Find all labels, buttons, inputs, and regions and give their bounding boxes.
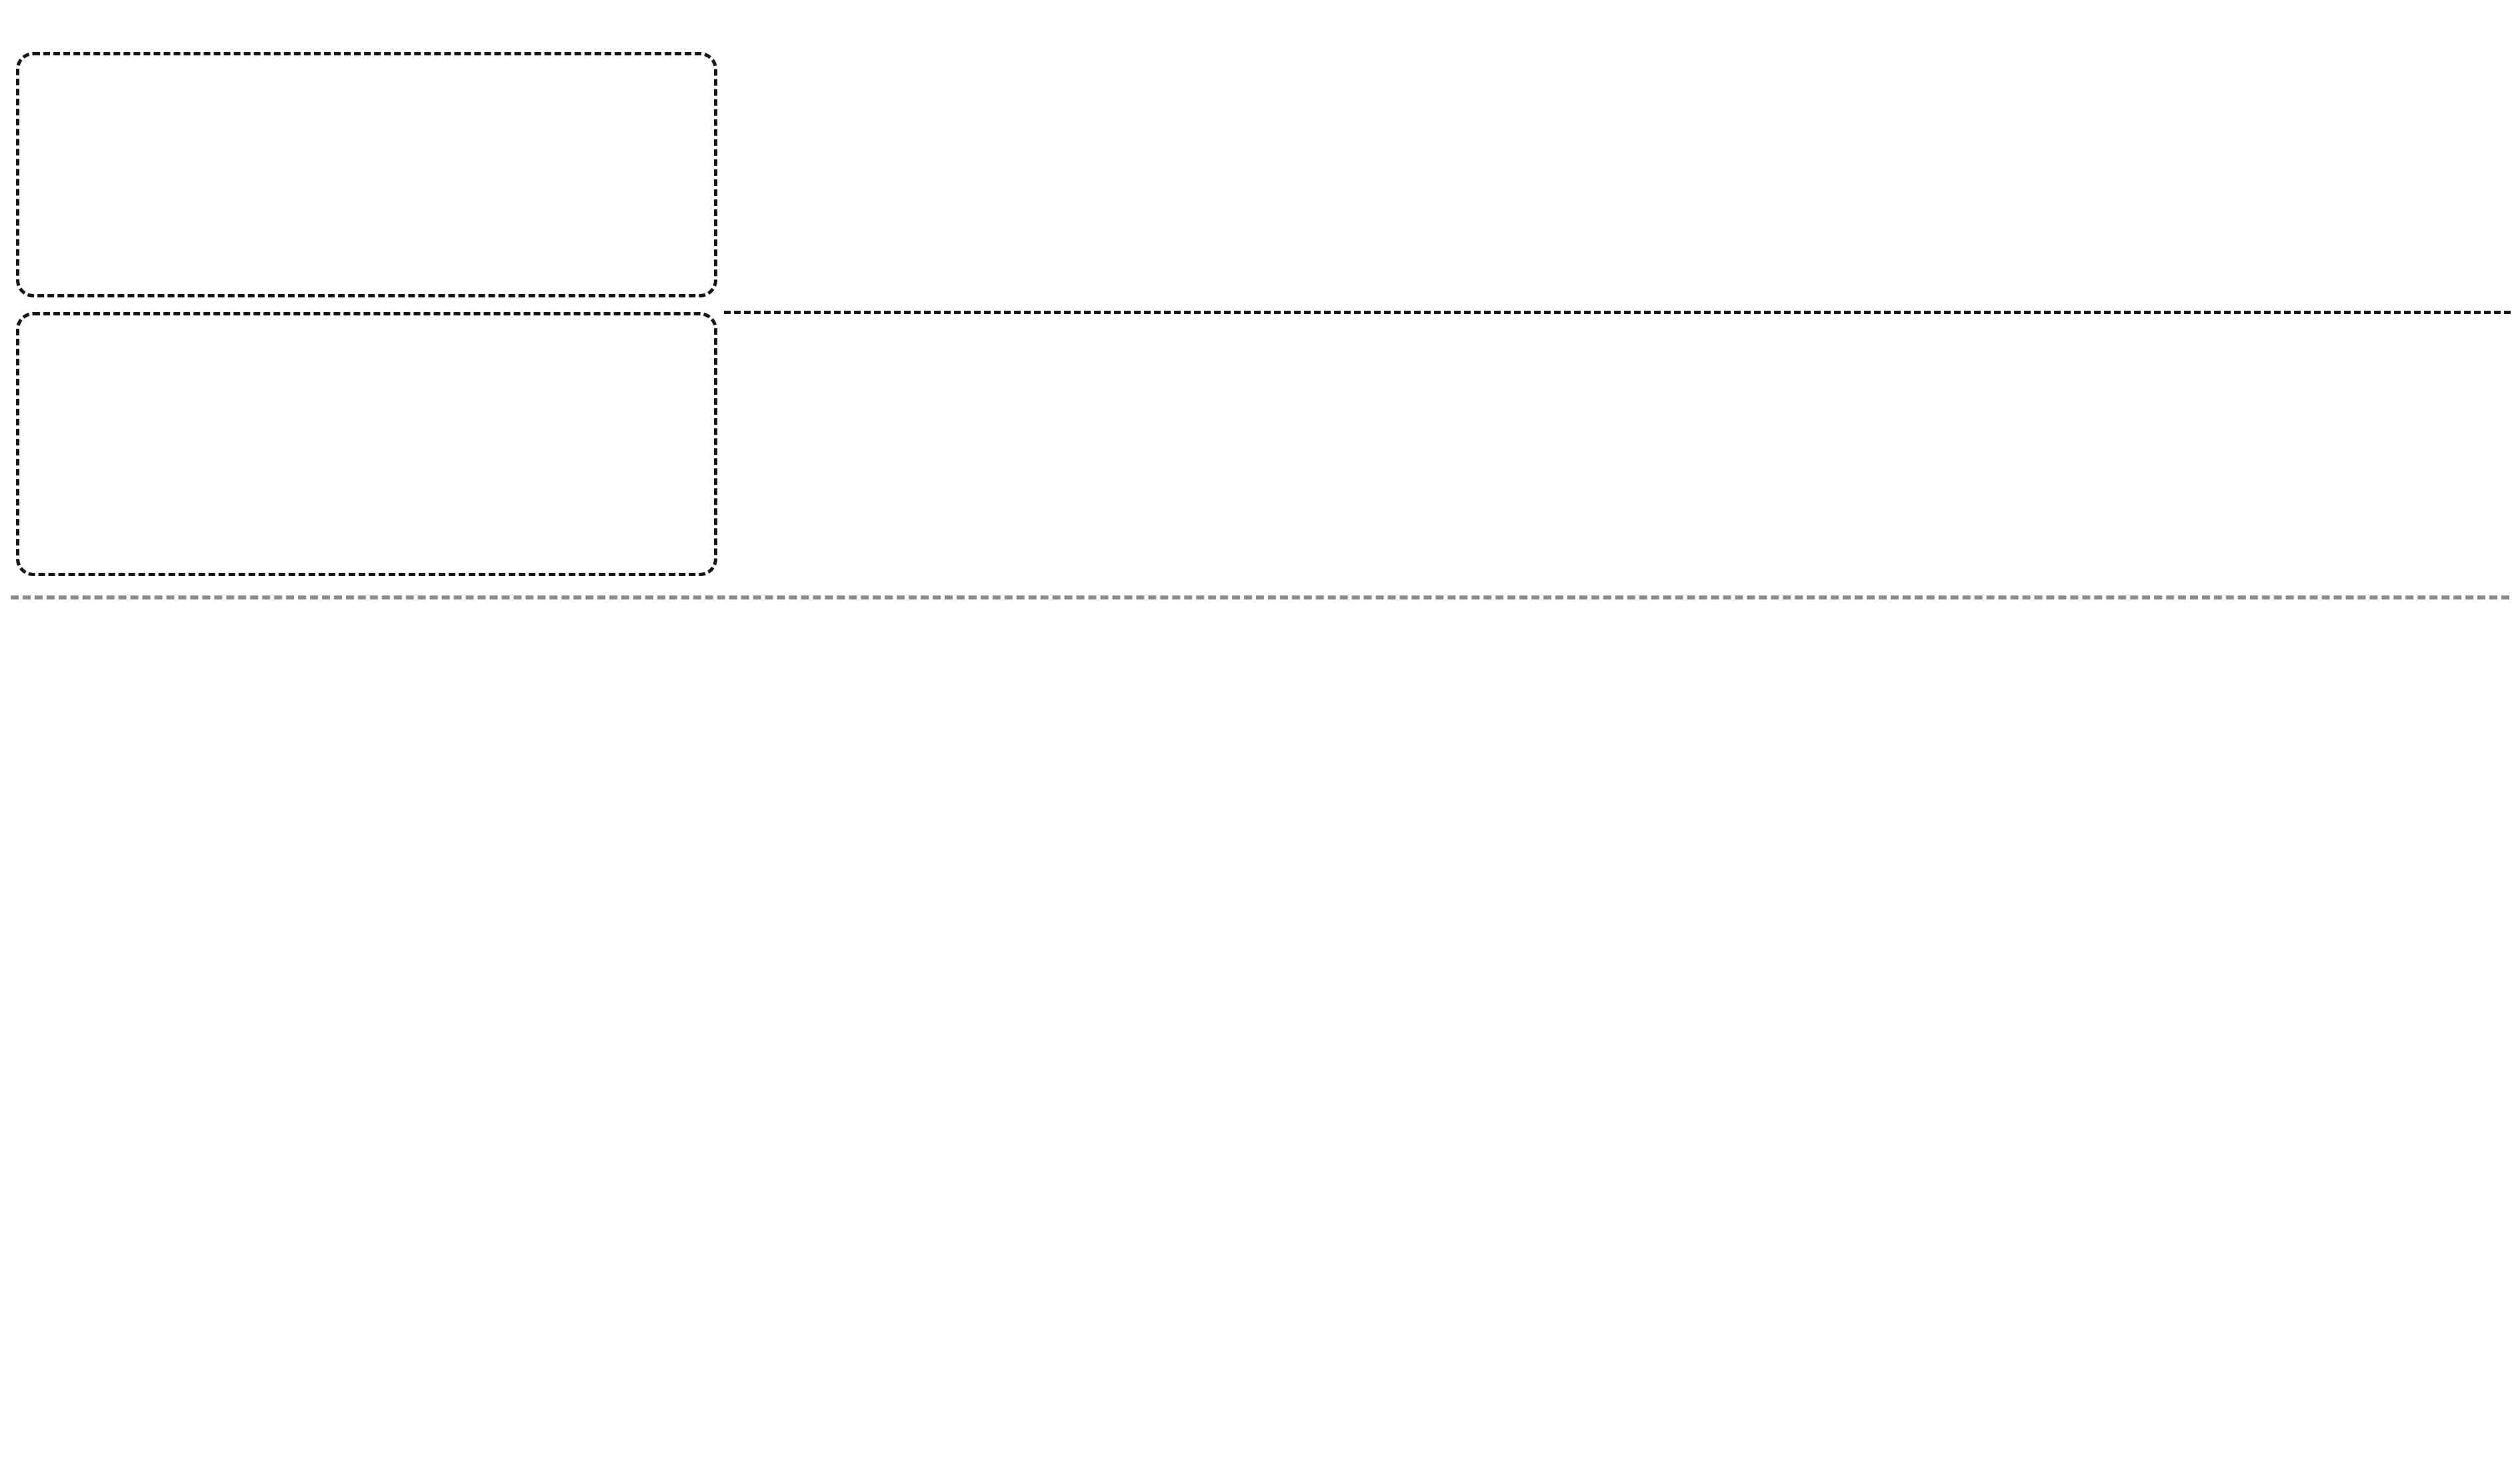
header-liquid — [2253, 8, 2501, 49]
header-flux — [1235, 8, 1483, 49]
header-janus — [1489, 8, 1737, 49]
header-prompt — [220, 8, 520, 49]
row-separator — [724, 311, 2511, 314]
header-sd35l — [980, 8, 1228, 49]
prompt-box-graffiti — [16, 312, 717, 576]
header-llamagen — [1999, 8, 2247, 49]
header-gpt4o — [725, 8, 973, 49]
prompt-box-chick — [16, 52, 717, 297]
header-infinity — [1744, 8, 1992, 49]
section-divider — [11, 595, 2509, 599]
